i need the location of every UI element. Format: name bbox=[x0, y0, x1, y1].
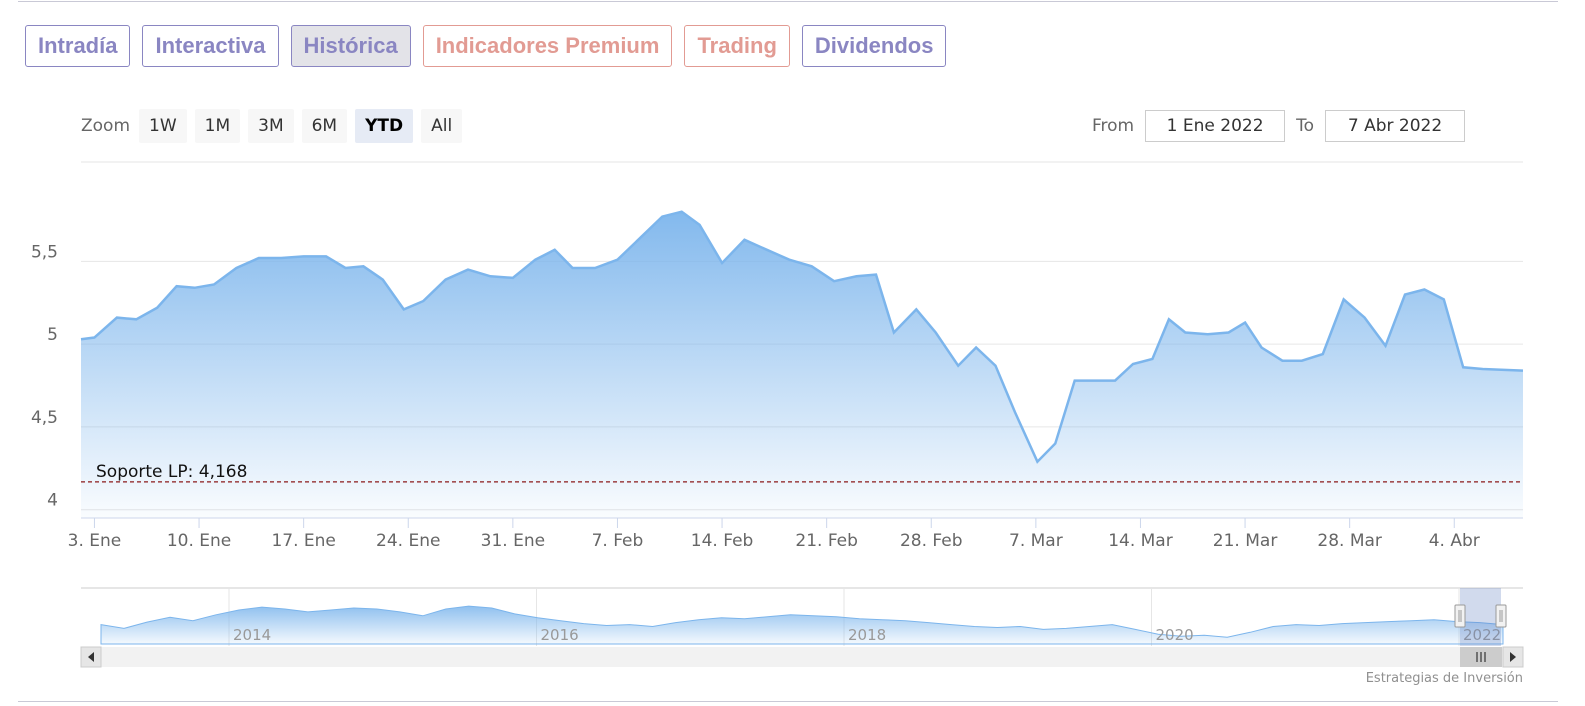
y-tick-label: 4 bbox=[47, 491, 58, 511]
x-tick-label: 4. Abr bbox=[1429, 531, 1480, 551]
scrollbar-grip-icon bbox=[1476, 652, 1486, 662]
navigator-area bbox=[100, 605, 1504, 645]
navigator-x-label: 2020 bbox=[1156, 626, 1194, 644]
y-tick-label: 4,5 bbox=[31, 408, 58, 428]
credits-link[interactable]: Estrategias de Inversión bbox=[1366, 671, 1523, 686]
x-tick-label: 7. Mar bbox=[1009, 531, 1063, 551]
to-label: To bbox=[1296, 116, 1314, 136]
top-divider bbox=[18, 1, 1558, 2]
zoom-1w-button[interactable]: 1W bbox=[139, 109, 187, 143]
x-tick-label: 14. Feb bbox=[691, 531, 754, 551]
navigator-x-label: 2022 bbox=[1463, 626, 1501, 644]
zoom-ytd-button[interactable]: YTD bbox=[355, 109, 414, 143]
navigator-left-handle[interactable] bbox=[1454, 604, 1466, 628]
scroll-left-arrow-icon bbox=[88, 652, 94, 662]
zoom-all-button[interactable]: All bbox=[421, 109, 463, 143]
x-tick-label: 3. Ene bbox=[68, 531, 122, 551]
x-tick-label: 14. Mar bbox=[1108, 531, 1173, 551]
y-tick-label: 5,5 bbox=[31, 242, 58, 262]
zoom-label: Zoom bbox=[81, 116, 131, 136]
from-label: From bbox=[1091, 116, 1135, 136]
x-tick-label: 17. Ene bbox=[271, 531, 335, 551]
x-tick-label: 31. Ene bbox=[481, 531, 545, 551]
tab-historica[interactable]: Histórica bbox=[290, 25, 411, 67]
zoom-3m-button[interactable]: 3M bbox=[248, 109, 294, 143]
x-tick-label: 28. Mar bbox=[1317, 531, 1382, 551]
zoom-selector: Zoom 1W 1M 3M 6M YTD All bbox=[81, 109, 463, 143]
scroll-right-arrow-icon bbox=[1510, 652, 1516, 662]
x-axis: 3. Ene 10. Ene 17. Ene 24. Ene 31. Ene 7. Feb… bbox=[68, 517, 1523, 551]
tab-intradia[interactable]: Intradía bbox=[25, 25, 131, 67]
x-tick-label: 28. Feb bbox=[900, 531, 963, 551]
x-tick-label: 7. Feb bbox=[592, 531, 644, 551]
navigator-x-label: 2018 bbox=[848, 626, 886, 644]
navigator-right-handle[interactable] bbox=[1495, 604, 1507, 628]
navigator-x-label: 2016 bbox=[541, 626, 579, 644]
tab-trading[interactable]: Trading bbox=[684, 25, 790, 67]
tab-indicadores-premium[interactable]: Indicadores Premium bbox=[422, 25, 673, 67]
chart-tabs: Intradía Interactiva Histórica Indicador… bbox=[25, 25, 947, 69]
from-date-input[interactable]: 1 Ene 2022 bbox=[1145, 110, 1286, 142]
x-tick-label: 24. Ene bbox=[376, 531, 440, 551]
to-date-input[interactable]: 7 Abr 2022 bbox=[1325, 110, 1465, 142]
series-line[interactable] bbox=[80, 210, 1524, 464]
navigator-x-label: 2014 bbox=[233, 626, 271, 644]
navigator[interactable]: 2014 2016 2018 2020 2022 bbox=[81, 587, 1523, 646]
y-tick-label: 5 bbox=[47, 325, 58, 345]
tab-interactiva[interactable]: Interactiva bbox=[142, 25, 279, 67]
support-label: Soporte LP: 4,168 bbox=[96, 462, 247, 482]
x-tick-label: 21. Feb bbox=[795, 531, 858, 551]
navigator-selection[interactable] bbox=[1460, 588, 1501, 646]
zoom-6m-button[interactable]: 6M bbox=[301, 109, 348, 143]
y-axis: 4 4,5 5 5,5 bbox=[31, 242, 58, 510]
scrollbar-track[interactable] bbox=[81, 647, 1523, 667]
x-tick-label: 21. Mar bbox=[1213, 531, 1278, 551]
bottom-divider bbox=[18, 701, 1558, 702]
series-area-fill bbox=[81, 211, 1523, 518]
scrollbar[interactable] bbox=[80, 646, 1524, 668]
navigator-labels: 2014 2016 2018 2020 2022 bbox=[233, 626, 1501, 644]
zoom-1m-button[interactable]: 1M bbox=[194, 109, 241, 143]
x-tick-label: 10. Ene bbox=[167, 531, 231, 551]
tab-dividendos[interactable]: Dividendos bbox=[801, 25, 947, 67]
date-range: From 1 Ene 2022 To 7 Abr 2022 bbox=[1081, 109, 1465, 143]
